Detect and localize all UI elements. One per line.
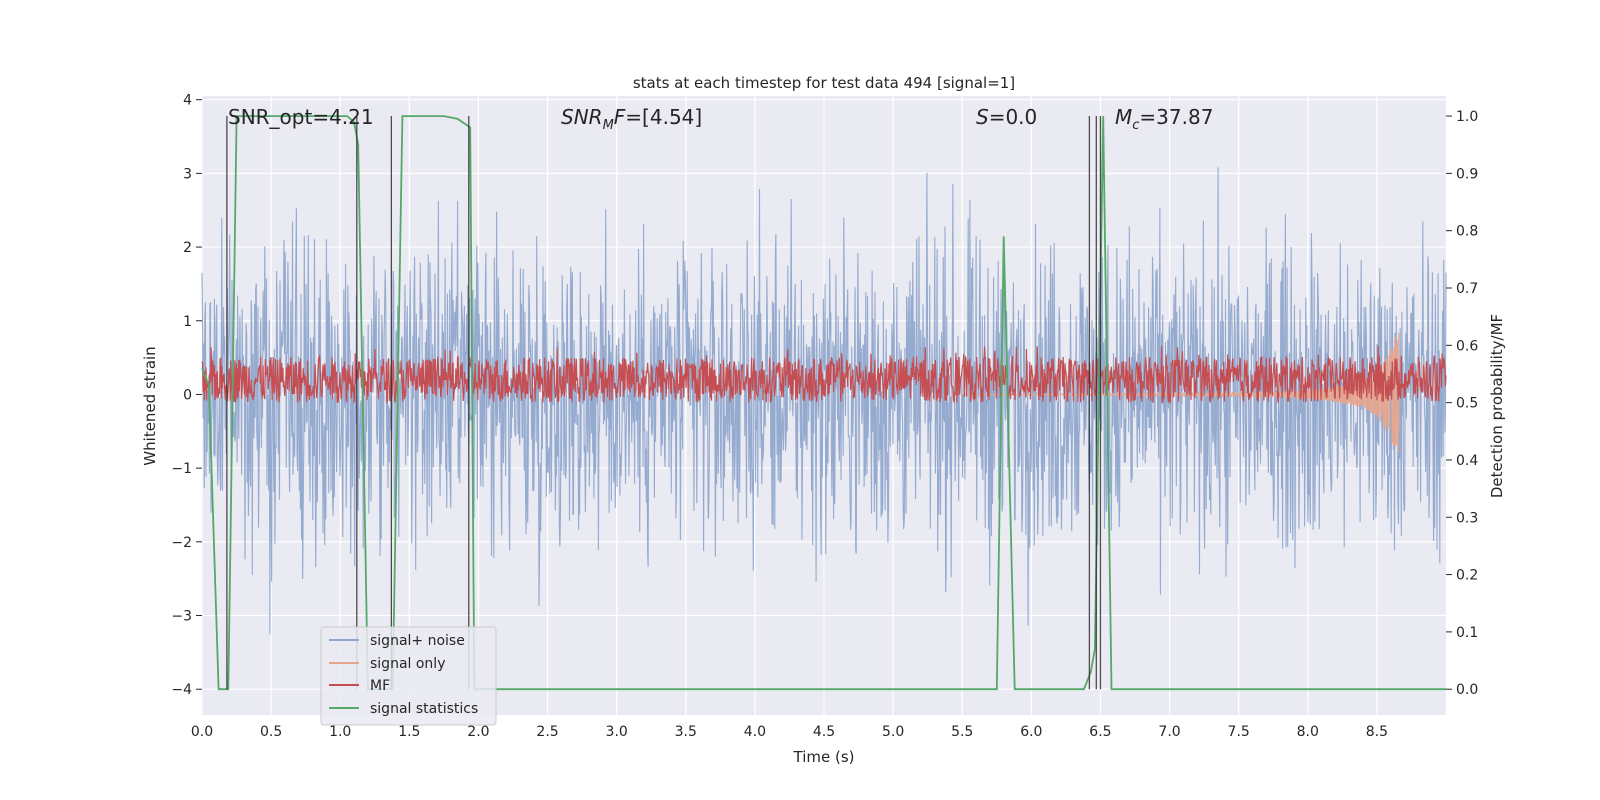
legend-label-signal-statistics: signal statistics [370,701,478,717]
legend-label-mf: MF [370,678,390,694]
x-tick-label: 1.5 [398,724,420,740]
chart-title: stats at each timestep for test data 494… [633,74,1015,92]
x-tick-label: 7.5 [1228,724,1250,740]
x-tick-label: 3.5 [675,724,697,740]
x-tick-label: 7.0 [1158,724,1180,740]
y-right-tick-label: 1.0 [1456,109,1478,125]
y-left-tick-label: −1 [171,461,192,477]
y-right-tick-label: 0.5 [1456,396,1478,412]
annotation-snr-mf: SNRMF=[4.54] [561,105,702,133]
signal-only-line [962,332,1400,453]
mf-line [201,345,1447,405]
annotation-mc: Mc=37.87 [1115,105,1213,133]
x-tick-label: 5.5 [951,724,973,740]
y-left-tick-label: −4 [171,682,192,698]
y-left-tick-label: 2 [183,240,192,256]
y-right-tick-label: 0.4 [1456,453,1478,469]
x-tick-label: 6.5 [1089,724,1111,740]
x-tick-label: 6.0 [1020,724,1042,740]
x-tick-label: 8.5 [1366,724,1388,740]
x-tick-label: 0.5 [260,724,282,740]
annotation-s: S=0.0 [976,105,1037,129]
y-axis-label-left: Whitened strain [141,346,159,465]
x-tick-label: 0.0 [191,724,213,740]
y-right-tick-label: 0.2 [1456,568,1478,584]
signal-plus-noise-line [201,167,1447,635]
x-tick-label: 4.5 [813,724,835,740]
tick-labels: 0.0 0.5 1.0 1.5 2.0 2.5 3.0 3.5 4.0 4.5 5.0 5.5 6.0 6… [171,93,1478,740]
legend-label-signal-only: signal only [370,656,445,672]
signal-only-series [962,332,1400,453]
y-right-tick-label: 0.7 [1456,281,1478,297]
annotation-snr-opt: SNR_opt=4.21 [228,105,374,129]
y-right-tick-label: 0.1 [1456,625,1478,641]
vertical-markers [226,116,1102,690]
signal-plus-noise-series [201,167,1447,635]
x-tick-label: 2.5 [536,724,558,740]
y-left-tick-label: 4 [183,93,192,109]
x-tick-label: 5.0 [882,724,904,740]
y-left-tick-label: 3 [183,166,192,182]
x-tick-label: 3.0 [606,724,628,740]
y-right-tick-label: 0.0 [1456,682,1478,698]
x-tick-label: 8.0 [1297,724,1319,740]
y-left-tick-label: −2 [171,535,192,551]
x-tick-label: 4.0 [744,724,766,740]
x-tick-label: 1.0 [329,724,351,740]
y-left-tick-label: 1 [183,314,192,330]
y-right-tick-label: 0.6 [1456,338,1478,354]
y-left-tick-label: 0 [183,387,192,403]
mf-series [201,345,1447,405]
x-axis-label: Time (s) [793,748,855,766]
y-left-tick-label: −3 [171,609,192,625]
y-right-tick-label: 0.8 [1456,224,1478,240]
y-axis-label-right: Detection probability/MF [1488,314,1506,498]
y-right-tick-label: 0.9 [1456,166,1478,182]
legend-label-signal-plus-noise: signal+ noise [370,633,465,649]
y-right-tick-label: 0.3 [1456,510,1478,526]
x-tick-label: 2.0 [467,724,489,740]
legend: signal+ noise signal only MF signal stat… [320,626,497,726]
legend-frame [320,626,497,726]
